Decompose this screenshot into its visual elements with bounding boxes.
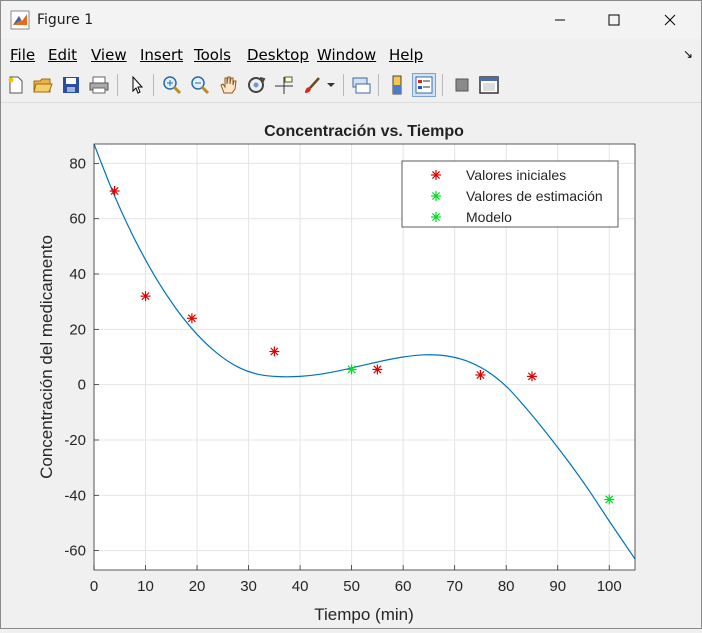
title-bar: Figure 1 — [1, 1, 701, 39]
y-tick-label: -60 — [64, 543, 86, 560]
toolbar-separator — [442, 74, 443, 96]
legend-entry-model[interactable]: Modelo — [431, 209, 512, 225]
x-tick-label: 60 — [395, 578, 412, 595]
figure-toolbar — [1, 69, 701, 103]
menu-desktop[interactable]: Desktop — [247, 46, 309, 64]
initial-value-point[interactable] — [140, 291, 151, 302]
menu-tools[interactable]: Tools — [194, 46, 231, 64]
close-button[interactable] — [647, 1, 693, 39]
legend-entry-initial[interactable]: Valores iniciales — [431, 167, 566, 183]
legend-entry-estimation[interactable]: Valores de estimación — [431, 188, 603, 204]
menu-edit[interactable]: Edit — [48, 46, 78, 64]
zoom-out-icon[interactable] — [188, 73, 212, 97]
axis-ticks: 0 10 20 30 40 50 60 70 80 90 100 -60 -40 -20 0 20 40 60 80 — [64, 155, 621, 595]
y-axis-label: Concentración del medicamento — [37, 235, 56, 479]
legend-marker[interactable] — [431, 170, 441, 180]
y-tick-label: 60 — [69, 211, 86, 228]
y-tick-label: 0 — [78, 377, 86, 394]
toolbar-separator — [117, 74, 118, 96]
y-tick-label: 40 — [69, 266, 86, 283]
y-tick-label: 20 — [69, 321, 86, 338]
pan-hand-icon[interactable] — [216, 73, 240, 97]
estimation-value-point[interactable] — [604, 494, 615, 505]
menu-bar: File Edit View Insert Tools Desktop Wind… — [1, 42, 701, 68]
menu-window[interactable]: Window — [317, 46, 377, 64]
new-figure-icon[interactable] — [4, 73, 28, 97]
x-tick-label: 80 — [498, 578, 515, 595]
initial-value-point[interactable] — [372, 364, 383, 375]
colorbar-icon[interactable] — [385, 73, 409, 97]
toolbar-separator — [378, 74, 379, 96]
initial-value-point[interactable] — [109, 186, 120, 197]
x-tick-label: 90 — [549, 578, 566, 595]
x-tick-label: 10 — [137, 578, 154, 595]
maximize-icon — [608, 14, 620, 26]
x-tick-label: 0 — [90, 578, 98, 595]
initial-value-point[interactable] — [526, 371, 537, 382]
chart[interactable]: Concentración vs. Tiempo 0 10 20 30 40 50 60 70… — [1, 103, 701, 628]
axes-box — [93, 143, 636, 571]
legend-icon[interactable] — [412, 73, 436, 97]
estimation-value-point[interactable] — [346, 364, 357, 375]
open-file-icon[interactable] — [31, 73, 55, 97]
data-cursor-icon[interactable] — [272, 73, 296, 97]
x-axis-label: Tiempo (min) — [314, 605, 414, 624]
legend-label: Valores de estimación — [466, 188, 603, 204]
x-tick-label: 40 — [292, 578, 309, 595]
rotate-3d-icon[interactable] — [244, 73, 268, 97]
close-icon — [664, 14, 676, 26]
save-icon[interactable] — [59, 73, 83, 97]
menu-file[interactable]: File — [10, 46, 36, 64]
select-arrow-icon[interactable] — [125, 73, 149, 97]
hide-plot-tools-icon[interactable] — [450, 73, 474, 97]
model-curve-group — [94, 144, 635, 560]
menu-help[interactable]: Help — [389, 46, 424, 64]
figure-canvas: Concentración vs. Tiempo 0 10 20 30 40 50 60 70… — [1, 103, 701, 628]
matlab-logo-icon — [10, 10, 30, 30]
legend-marker[interactable] — [431, 212, 441, 222]
legend[interactable]: Valores iniciales Valores de estimación Mo… — [401, 160, 619, 228]
legend-box — [401, 160, 619, 228]
dock-arrow-icon[interactable]: ↘ — [682, 47, 693, 61]
initial-value-point[interactable] — [186, 313, 197, 324]
minimize-button[interactable] — [537, 1, 583, 39]
brush-icon[interactable] — [300, 73, 324, 97]
legend-label: Modelo — [466, 209, 512, 225]
y-tick-label: 80 — [69, 155, 86, 172]
brush-dropdown-icon[interactable] — [324, 73, 338, 97]
show-plot-tools-icon[interactable] — [477, 73, 501, 97]
maximize-button[interactable] — [591, 1, 637, 39]
minimize-icon — [555, 19, 565, 21]
initial-value-point[interactable] — [475, 369, 486, 380]
link-plot-icon[interactable] — [349, 73, 373, 97]
x-tick-label: 100 — [597, 578, 622, 595]
chart-title: Concentración vs. Tiempo — [264, 123, 464, 140]
toolbar-separator — [343, 74, 344, 96]
initial-value-point[interactable] — [269, 346, 280, 357]
legend-label: Valores iniciales — [466, 167, 566, 183]
print-icon[interactable] — [87, 73, 111, 97]
menu-view[interactable]: View — [91, 46, 127, 64]
x-tick-label: 50 — [343, 578, 360, 595]
toolbar-separator — [153, 74, 154, 96]
x-tick-label: 30 — [240, 578, 257, 595]
window-title: Figure 1 — [37, 12, 94, 28]
zoom-in-icon[interactable] — [160, 73, 184, 97]
model-curve[interactable] — [94, 144, 635, 560]
legend-marker[interactable] — [431, 191, 441, 201]
y-tick-label: -20 — [64, 432, 86, 449]
x-tick-label: 70 — [446, 578, 463, 595]
x-tick-label: 20 — [189, 578, 206, 595]
data-points — [109, 186, 615, 505]
menu-insert[interactable]: Insert — [140, 46, 184, 64]
y-tick-label: -40 — [64, 487, 86, 504]
